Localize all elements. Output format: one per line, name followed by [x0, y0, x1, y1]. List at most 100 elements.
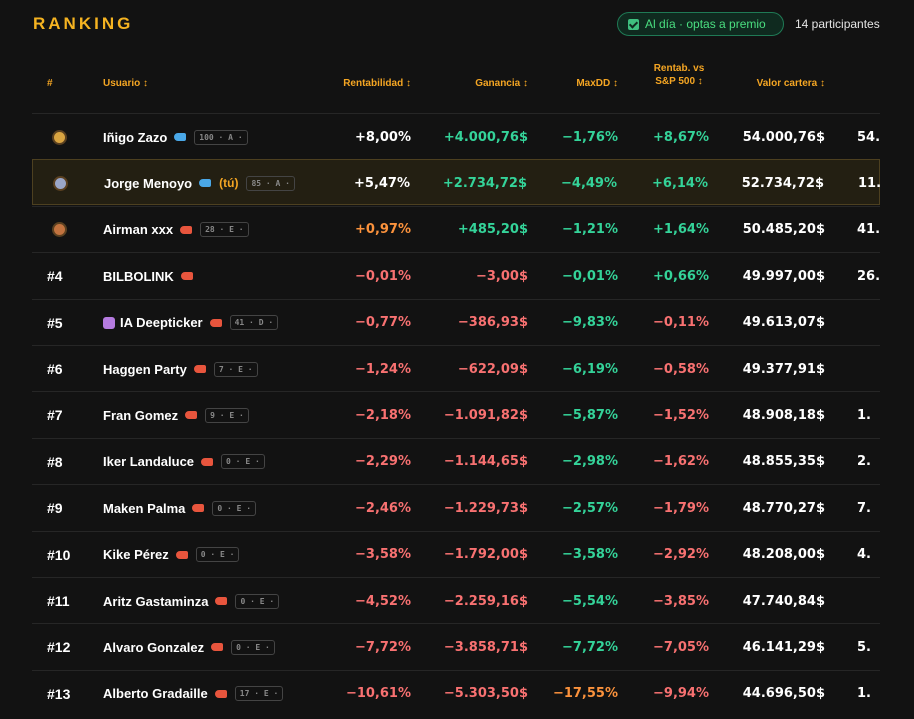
col-header[interactable]: Ganancia ↕ — [475, 78, 528, 89]
user-name[interactable]: Iñigo Zazo — [103, 129, 168, 145]
ret-cell: +8,00% — [355, 129, 411, 145]
gain-cell: +2.734,72$ — [442, 175, 527, 191]
extra-cell: 26. — [857, 268, 880, 284]
extra-cell: 4. — [857, 547, 871, 563]
table-row: Jorge Menoyo (tú) 85 · A · +5,47% +2.734,72$… — [32, 159, 880, 206]
table-row: Iñigo Zazo 100 · A · +8,00% +4.000,76$ −1,76… — [32, 113, 880, 159]
extra-cell: 1. — [857, 686, 871, 702]
user-name[interactable]: Airman xxx — [103, 222, 174, 238]
vs-cell: −9,94% — [653, 686, 709, 702]
vs-cell: −2,92% — [653, 547, 709, 563]
gain-cell: +4.000,76$ — [443, 129, 528, 145]
table-row: #10 Kike Pérez 0 · E · −3,58% −1.792,00$ −3,5… — [32, 530, 880, 578]
ret-cell: −2,46% — [355, 500, 411, 516]
user-cell: IA Deepticker 41 · D · — [103, 300, 279, 346]
table-row: #6 Haggen Party 7 · E · −1,24% −622,09$ −6,19… — [32, 345, 880, 391]
col-header[interactable]: Rentabilidad ↕ — [343, 78, 411, 89]
value-cell: 54.000,76$ — [742, 129, 825, 145]
user-name[interactable]: Alvaro Gonzalez — [103, 639, 205, 655]
gain-cell: −1.144,65$ — [443, 454, 528, 470]
level-tag: 0 · E · — [235, 593, 280, 609]
user-cell: Haggen Party 7 · E · — [103, 346, 258, 392]
value-cell: 50.485,20$ — [742, 222, 825, 238]
table-row: #13 Alberto Gradaille 17 · E · −10,61% −5.30… — [32, 669, 880, 717]
table-row: #12 Alvaro Gonzalez 0 · E · −7,72% −3.858,71… — [32, 623, 880, 669]
level-tag: 100 · A · — [194, 129, 248, 145]
rank-cell: #7 — [47, 392, 63, 438]
you-label: (tú) — [219, 176, 239, 191]
value-cell: 48.208,00$ — [742, 547, 825, 563]
vs-cell: +1,64% — [653, 222, 709, 238]
gain-cell: −5.303,50$ — [443, 686, 528, 702]
table-row: #9 Maken Palma 0 · E · −2,46% −1.229,73$ −2,5… — [32, 484, 880, 530]
rank-cell — [47, 114, 67, 160]
user-name[interactable]: IA Deepticker — [120, 315, 203, 331]
rank-cell: #4 — [47, 253, 63, 299]
col-header[interactable]: Valor cartera ↕ — [756, 78, 825, 89]
rank: #7 — [47, 407, 63, 424]
level-icon — [211, 643, 224, 652]
gain-cell: −1.792,00$ — [443, 547, 528, 563]
level-tag: 0 · E · — [212, 500, 257, 516]
level-icon — [175, 550, 188, 559]
vs-cell: −7,05% — [653, 639, 709, 655]
extra-cell: 54. — [857, 129, 880, 145]
status-badge: Al día · optas a premio — [617, 12, 784, 36]
gain-cell: −3,00$ — [475, 268, 528, 284]
level-icon — [214, 689, 227, 698]
user-cell: BILBOLINK — [103, 253, 193, 299]
level-icon — [215, 597, 228, 605]
ret-cell: −2,29% — [355, 454, 411, 470]
vs-cell: +6,14% — [652, 175, 708, 191]
medal-icon — [52, 222, 67, 238]
rank: #4 — [47, 268, 63, 285]
value-cell: 44.696,50$ — [742, 686, 825, 702]
maxdd-cell: −3,58% — [562, 547, 618, 563]
rank-cell: #12 — [47, 624, 70, 670]
maxdd-cell: −2,98% — [562, 454, 618, 470]
user-name[interactable]: Alberto Gradaille — [103, 686, 208, 702]
level-icon — [193, 365, 206, 373]
ret-cell: −10,61% — [345, 686, 411, 702]
user-name[interactable]: Aritz Gastaminza — [103, 593, 209, 609]
maxdd-cell: −17,55% — [552, 686, 618, 702]
maxdd-cell: −5,54% — [562, 593, 618, 609]
col-header: # — [47, 78, 53, 89]
user-name[interactable]: Fran Gomez — [103, 407, 179, 423]
rank: #11 — [47, 593, 70, 609]
extra-cell: 2. — [857, 454, 871, 470]
page-title: RANKING — [33, 14, 134, 33]
user-cell: Jorge Menoyo (tú) 85 · A · — [104, 160, 295, 206]
level-tag: 41 · D · — [229, 315, 279, 331]
user-cell: Alberto Gradaille 17 · E · — [103, 671, 284, 717]
maxdd-cell: −7,72% — [562, 639, 618, 655]
maxdd-cell: −0,01% — [562, 268, 618, 284]
gain-cell: −3.858,71$ — [443, 639, 528, 655]
value-cell: 49.613,07$ — [742, 315, 825, 331]
col-header[interactable]: Usuario ↕ — [103, 78, 149, 89]
user-name[interactable]: BILBOLINK — [103, 268, 174, 284]
col-header[interactable]: MaxDD ↕ — [576, 78, 618, 89]
ret-cell: −7,72% — [355, 639, 411, 655]
extra-cell: 7. — [857, 500, 871, 516]
vs-cell: −0,58% — [653, 361, 709, 377]
ret-cell: −0,01% — [355, 268, 411, 284]
user-name[interactable]: Maken Palma — [103, 500, 186, 516]
level-tag: 9 · E · — [205, 407, 249, 423]
gain-cell: +485,20$ — [457, 222, 528, 238]
user-cell: Maken Palma 0 · E · — [103, 485, 257, 531]
gain-cell: −1.229,73$ — [443, 500, 528, 516]
rank-cell: #10 — [47, 532, 70, 578]
col-header[interactable]: Rentab. vs S&P 500 ↕ — [653, 63, 705, 87]
maxdd-cell: −2,57% — [562, 500, 618, 516]
user-name[interactable]: Kike Pérez — [103, 547, 169, 563]
user-cell: Alvaro Gonzalez 0 · E · — [103, 624, 275, 670]
user-name[interactable]: Iker Landaluce — [103, 454, 195, 470]
level-tag: 0 · E · — [231, 639, 275, 655]
user-name[interactable]: Haggen Party — [103, 361, 187, 377]
rank: #9 — [47, 500, 63, 517]
rank: #6 — [47, 361, 63, 377]
rank-cell — [47, 207, 67, 253]
user-name[interactable]: Jorge Menoyo — [104, 175, 193, 191]
